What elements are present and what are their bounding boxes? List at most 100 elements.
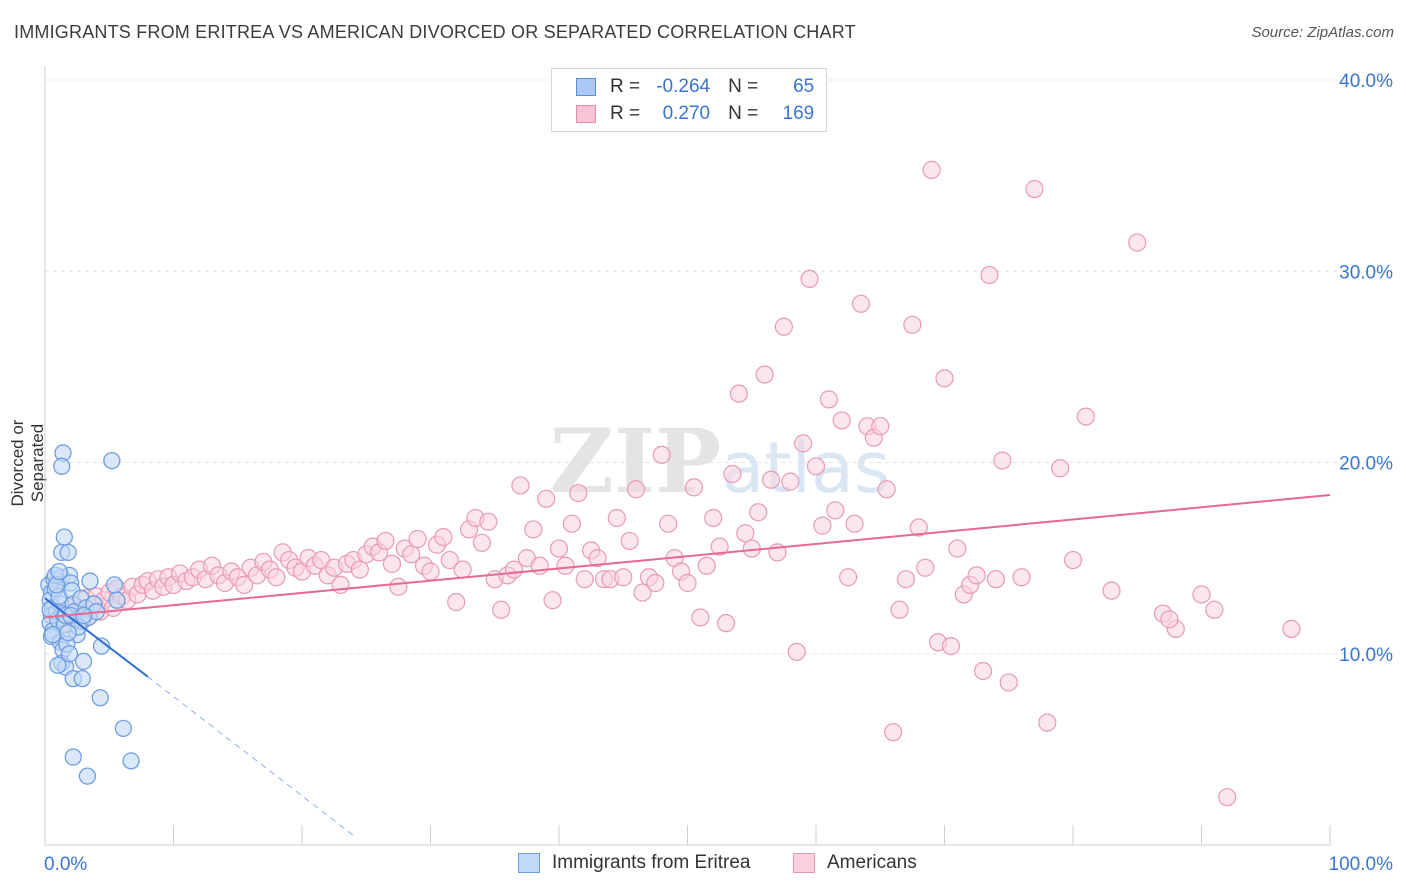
eritrea-point — [59, 624, 77, 642]
y-tick-labels: 10.0% 20.0% 30.0% 40.0% — [1339, 71, 1393, 666]
eritrea-point — [122, 752, 140, 770]
americans-point — [1102, 581, 1121, 600]
legend-r-label: R = — [610, 76, 641, 97]
americans-point — [941, 636, 961, 656]
americans-point — [749, 503, 768, 522]
americans-point — [331, 575, 350, 595]
americans-point — [1038, 713, 1057, 732]
americans-point — [774, 317, 793, 336]
americans-point — [626, 480, 646, 499]
eritrea-point — [50, 562, 68, 581]
americans-point — [851, 294, 871, 313]
eritrea-trend-line — [44, 597, 149, 678]
americans-point — [569, 484, 588, 503]
americans-point — [826, 501, 845, 520]
americans-point — [948, 539, 967, 558]
americans-point — [839, 568, 858, 587]
americans-point — [806, 457, 826, 476]
americans-point — [999, 673, 1018, 692]
americans-point — [787, 642, 806, 661]
americans-point — [1012, 568, 1031, 587]
americans-point — [736, 524, 755, 543]
eritrea-point — [44, 625, 62, 644]
correlation-legend: R = -0.264 N = 65 R = 0.270 N = 169 — [551, 68, 827, 132]
americans-point — [883, 723, 903, 742]
legend-n-label: N = — [728, 76, 759, 97]
americans-point — [684, 478, 704, 497]
americans-point — [704, 508, 723, 528]
americans-point — [1025, 179, 1044, 199]
americans-point — [993, 451, 1012, 470]
eritrea-point — [74, 606, 93, 625]
eritrea-point — [78, 767, 97, 785]
americans-point — [562, 514, 581, 533]
eritrea-point — [73, 669, 91, 688]
americans-point — [967, 566, 986, 585]
eritrea-point — [41, 601, 59, 619]
americans-point — [447, 593, 466, 612]
legend-swatch-eritrea — [576, 78, 596, 96]
axes — [44, 66, 1331, 846]
americans-point — [800, 269, 819, 288]
eritrea-point — [103, 451, 121, 470]
americans-point — [716, 614, 736, 633]
americans-point — [1063, 550, 1083, 570]
americans-point — [633, 583, 652, 602]
americans-point — [973, 661, 993, 681]
eritrea-point — [59, 543, 77, 562]
eritrea-trend-extension — [147, 676, 354, 836]
americans-point — [755, 365, 774, 384]
americans-point — [1192, 585, 1211, 604]
legend-row-americans: R = 0.270 N = 169 — [576, 102, 814, 126]
americans-point — [511, 476, 530, 495]
americans-point — [697, 556, 716, 575]
americans-point — [556, 556, 575, 575]
eritrea-point — [105, 576, 124, 594]
americans-point — [832, 411, 851, 430]
bottom-legend-label: Immigrants from Eritrea — [552, 852, 751, 873]
americans-point — [813, 516, 832, 535]
americans-point — [588, 549, 607, 568]
americans-point — [1160, 610, 1179, 629]
chart-title: IMMIGRANTS FROM ERITREA VS AMERICAN DIVO… — [14, 22, 856, 42]
y-tick-label: 30.0% — [1339, 262, 1393, 283]
americans-point — [1205, 600, 1224, 619]
americans-point — [434, 527, 453, 547]
eritrea-point — [60, 645, 79, 663]
americans-point — [986, 570, 1006, 589]
americans-point — [389, 577, 408, 596]
x-tick-labels: 0.0% 100.0% — [44, 854, 1393, 875]
eritrea-point — [81, 572, 99, 590]
americans-point — [408, 529, 427, 549]
eritrea-point — [108, 591, 126, 609]
legend-n-value: 65 — [793, 76, 815, 97]
americans-point — [402, 545, 421, 564]
eritrea-points — [40, 444, 140, 785]
americans-point — [678, 573, 697, 593]
americans-point — [472, 533, 491, 552]
x-tick-label: 100.0% — [1329, 854, 1394, 875]
eritrea-point — [49, 656, 67, 674]
legend-swatch-americans — [576, 105, 596, 123]
americans-point — [916, 558, 935, 577]
americans-point — [1218, 788, 1237, 807]
americans-point — [1076, 407, 1095, 426]
bottom-legend-americans: Americans — [793, 852, 917, 874]
americans-point — [614, 568, 633, 587]
eritrea-point — [92, 637, 111, 655]
americans-points — [51, 160, 1301, 807]
americans-point — [935, 369, 954, 388]
americans-point — [620, 531, 639, 551]
legend-n-label: N = — [728, 103, 759, 124]
americans-point — [382, 554, 402, 573]
americans-point — [479, 512, 498, 531]
americans-point — [453, 560, 472, 579]
americans-point — [235, 575, 254, 595]
y-tick-label: 10.0% — [1339, 645, 1393, 666]
americans-point — [543, 591, 562, 610]
americans-point — [492, 600, 511, 619]
eritrea-point — [74, 652, 93, 671]
y-tick-label: 20.0% — [1339, 454, 1393, 475]
americans-point — [922, 160, 941, 179]
